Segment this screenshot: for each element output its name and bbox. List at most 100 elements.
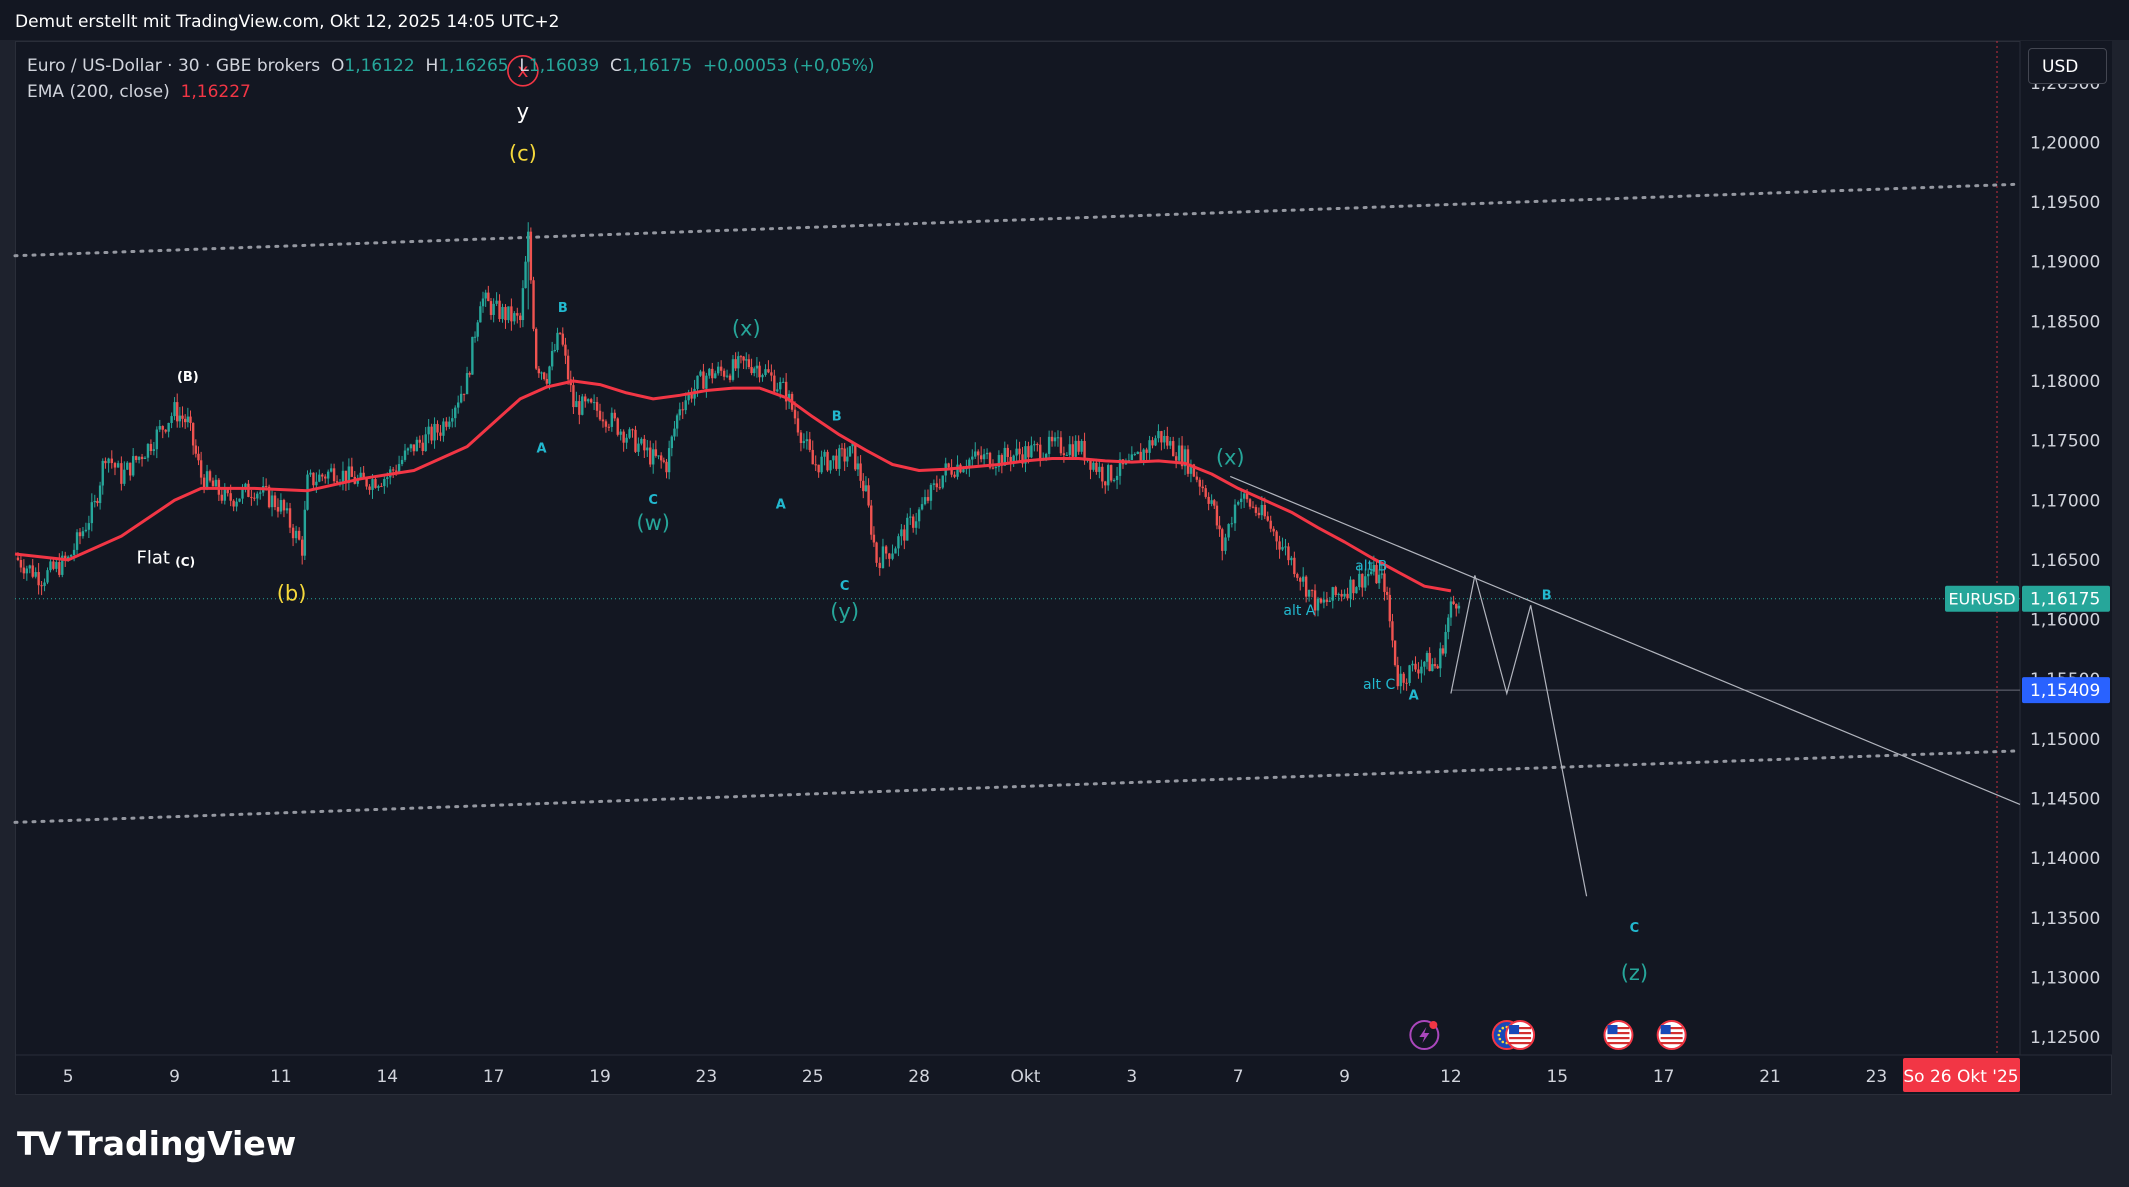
candle-body (161, 426, 164, 430)
candle-body (1385, 591, 1389, 595)
candle-body (264, 486, 268, 488)
x-tick-label: 17 (1653, 1067, 1675, 1087)
candle-body (16, 557, 20, 561)
candle-body (173, 402, 176, 417)
x-tick-label: 28 (908, 1067, 930, 1087)
legend-high-value: 1,16265 (438, 56, 509, 76)
candle-body (985, 452, 989, 455)
candle-body (1375, 564, 1378, 584)
y-tick-label: 1,13500 (2030, 909, 2100, 929)
candle-body (492, 303, 495, 315)
candle-body (1050, 436, 1054, 442)
x-tick-label: 17 (483, 1067, 505, 1087)
candle-body (1154, 438, 1157, 446)
candle-body (1391, 621, 1394, 641)
candle-body (572, 385, 575, 408)
candle-body (1101, 466, 1104, 482)
candle-body (906, 517, 909, 541)
candle-body (501, 307, 504, 320)
candle-body (747, 359, 751, 368)
candle-body (643, 438, 646, 451)
candle-body (817, 464, 820, 473)
candle-body (473, 336, 477, 338)
candle-body (412, 444, 416, 452)
candle-body (1174, 456, 1178, 461)
candle-body (649, 447, 652, 465)
candle-body (764, 369, 767, 375)
candle-body (670, 436, 674, 449)
wave-label: (w) (636, 511, 670, 535)
candle-body (1402, 673, 1405, 683)
candle-body (564, 344, 567, 356)
candle-body (1018, 448, 1021, 455)
candle-body (742, 356, 745, 361)
candle-body (982, 454, 986, 460)
ema-line (14, 379, 1452, 593)
currency-button[interactable]: USD (2028, 48, 2107, 84)
legend-ema-value: 1,16227 (180, 82, 251, 102)
candle-body (811, 449, 814, 465)
candle-body (1163, 435, 1166, 443)
candle-body (864, 485, 868, 492)
candle-body (900, 529, 903, 537)
candle-body (1172, 441, 1175, 457)
candle-body (705, 375, 708, 389)
candle-body (318, 474, 321, 482)
candle-body (1036, 444, 1039, 446)
legend-ema-label[interactable]: EMA (200, close) (27, 82, 170, 102)
candle-body (1030, 445, 1033, 458)
chart-area[interactable] (15, 41, 2112, 1095)
candle-body (1145, 449, 1148, 453)
wave-label: C (1630, 921, 1640, 936)
candle-body (285, 508, 289, 511)
candle-body (1325, 599, 1329, 602)
candle-body (524, 261, 527, 289)
upper-channel-line (13, 182, 2022, 258)
candle-body (1367, 573, 1370, 577)
candle-body (1077, 440, 1080, 452)
candle-body (96, 500, 99, 504)
candle-body (1065, 454, 1069, 456)
wave-label: (y) (830, 599, 859, 623)
candle-body (1444, 631, 1447, 654)
candle-body (584, 396, 587, 402)
x-tick-label: 23 (696, 1067, 718, 1087)
tv-logo-icon: TV (17, 1125, 62, 1163)
candle-body (1343, 593, 1346, 597)
candle-body (220, 494, 224, 501)
y-tick-label: 1,18500 (2030, 312, 2100, 332)
candle-body (1436, 666, 1439, 669)
candle-body (1009, 456, 1012, 463)
candle-body (673, 428, 676, 437)
candle-body (589, 399, 593, 403)
candle-body (107, 458, 110, 464)
candle-body (113, 463, 117, 468)
candle-body (859, 463, 862, 481)
candle-body (256, 493, 259, 499)
x-tick-label: 19 (589, 1067, 611, 1087)
candle-body (143, 457, 147, 460)
candle-body (332, 468, 336, 482)
candle-body (897, 536, 900, 549)
legend-close-label: C (610, 56, 622, 76)
candle-body (424, 434, 427, 452)
candle-body (891, 553, 894, 559)
candle-body (702, 371, 705, 389)
wave-label: alt C (1363, 677, 1395, 693)
candle-body (1420, 666, 1423, 674)
candle-body (498, 300, 501, 320)
candle-body (415, 439, 419, 452)
attribution-text: Demut erstellt mit TradingView.com, Okt … (15, 12, 560, 32)
y-tick-label: 1,17000 (2030, 491, 2100, 511)
candle-body (592, 402, 596, 404)
candle-body (731, 359, 735, 380)
wave-label: y (517, 100, 529, 124)
candle-body (37, 572, 40, 586)
x-tick-label: 25 (802, 1067, 824, 1087)
candle-body (595, 402, 599, 411)
legend-symbol[interactable]: Euro / US-Dollar · 30 · GBE brokers (27, 56, 321, 76)
candle-body (699, 371, 702, 376)
candle-body (851, 443, 854, 447)
tradingview-logo[interactable]: TV TradingView (17, 1124, 296, 1163)
